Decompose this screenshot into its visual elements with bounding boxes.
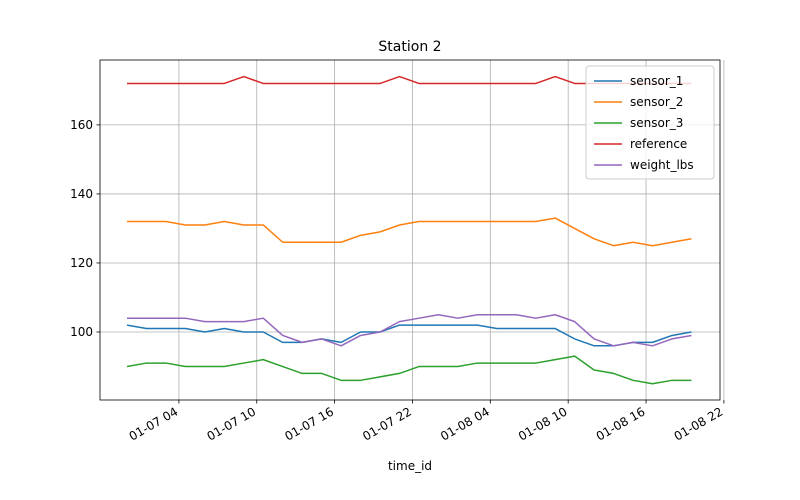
x-axis-label: time_id — [388, 459, 432, 473]
x-tick-label: 01-07 22 — [360, 404, 414, 443]
x-tick-label: 01-07 10 — [205, 404, 259, 443]
legend-label: sensor_1 — [630, 74, 683, 88]
x-tick-label: 01-07 16 — [282, 404, 336, 443]
legend-label: weight_lbs — [630, 158, 694, 172]
y-tick-label: 160 — [70, 118, 93, 132]
data-line — [126, 217, 692, 247]
legend: sensor_1 sensor_2 sensor_3 reference weight_… — [585, 65, 715, 180]
legend-label: reference — [630, 137, 687, 151]
chart-title: Station 2 — [378, 39, 441, 55]
data-line — [126, 324, 692, 347]
legend-label: sensor_3 — [630, 116, 683, 130]
data-line — [126, 313, 692, 347]
y-tick-label: 120 — [70, 256, 93, 270]
y-tick-label: 140 — [70, 187, 93, 201]
legend-box — [585, 65, 715, 180]
plot-frame — [99, 59, 721, 401]
x-tick-label: 01-08 10 — [516, 404, 570, 443]
y-tick-label: 100 — [70, 325, 93, 339]
x-tick-label: 01-07 04 — [127, 404, 181, 443]
x-tick-label: 01-08 22 — [672, 404, 726, 443]
x-tick-label: 01-08 16 — [594, 404, 648, 443]
legend-label: sensor_2 — [630, 95, 683, 109]
data-line — [126, 355, 692, 385]
x-tick-label: 01-08 04 — [438, 404, 492, 443]
